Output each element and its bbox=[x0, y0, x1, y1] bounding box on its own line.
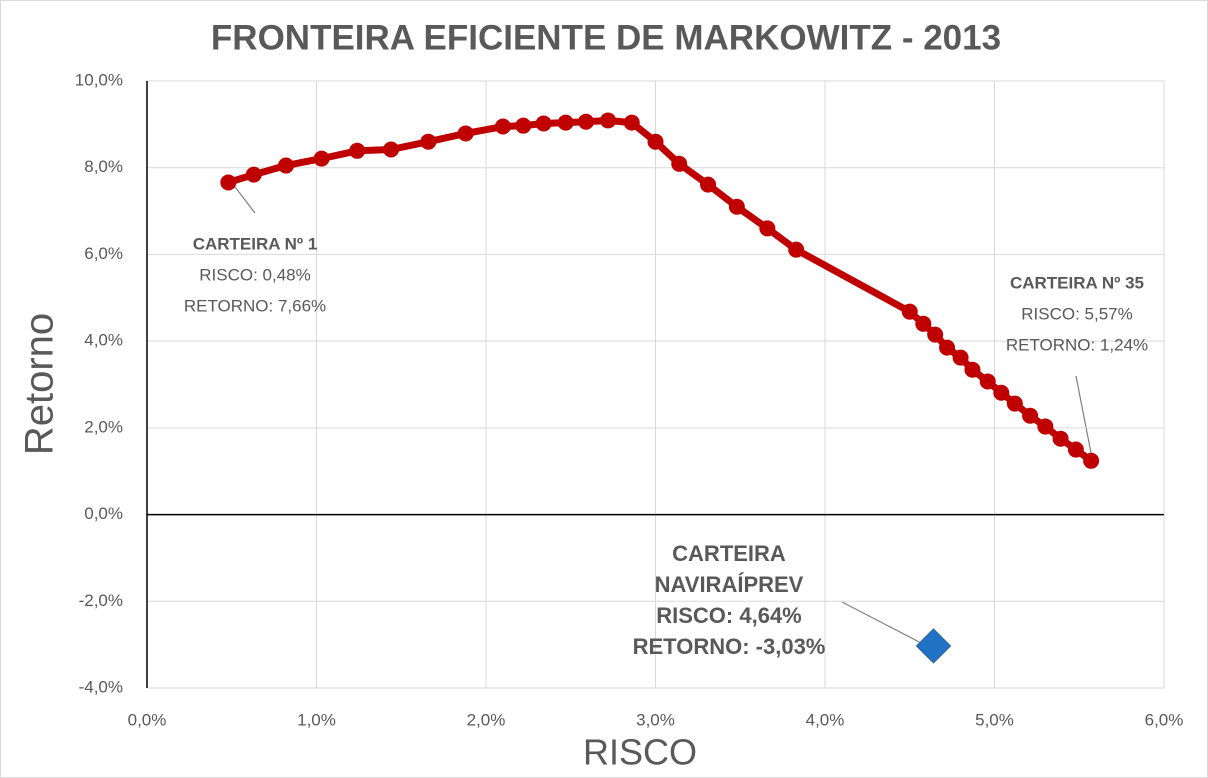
point bbox=[494, 118, 511, 135]
point bbox=[1037, 418, 1054, 435]
point bbox=[220, 174, 237, 191]
y-tick-label: 8,0% bbox=[84, 157, 123, 176]
point bbox=[700, 176, 717, 193]
annotation: NAVIRAÍPREV bbox=[655, 572, 804, 597]
x-tick-label: 2,0% bbox=[467, 710, 506, 729]
point bbox=[759, 220, 776, 237]
y-tick-label: 0,0% bbox=[84, 504, 123, 523]
x-tick-label: 1,0% bbox=[297, 710, 336, 729]
annotation: RETORNO: -3,03% bbox=[633, 634, 826, 659]
point bbox=[457, 125, 474, 142]
point bbox=[557, 114, 574, 131]
y-tick-label: 10,0% bbox=[75, 70, 123, 89]
point bbox=[915, 315, 932, 332]
point bbox=[600, 112, 617, 129]
annotation: RETORNO: 7,66% bbox=[184, 296, 326, 315]
point bbox=[927, 326, 944, 343]
y-tick-label: 4,0% bbox=[84, 331, 123, 350]
x-axis-title: RISCO bbox=[583, 732, 697, 773]
point bbox=[993, 384, 1010, 401]
point bbox=[788, 241, 805, 258]
point bbox=[964, 361, 981, 378]
annotation: RETORNO: 1,24% bbox=[1006, 335, 1148, 354]
x-tick-label: 0,0% bbox=[128, 710, 167, 729]
point bbox=[349, 142, 366, 159]
point bbox=[383, 141, 400, 158]
annotation: CARTEIRA bbox=[672, 541, 786, 566]
point bbox=[901, 303, 918, 320]
point bbox=[1006, 395, 1023, 412]
point bbox=[313, 150, 330, 167]
leader-line bbox=[231, 182, 256, 214]
point bbox=[578, 113, 595, 130]
point bbox=[277, 157, 294, 174]
x-tick-label: 3,0% bbox=[636, 710, 675, 729]
point bbox=[623, 114, 640, 131]
point bbox=[515, 117, 532, 134]
chart-title: FRONTEIRA EFICIENTE DE MARKOWITZ - 2013 bbox=[211, 18, 1001, 57]
y-tick-label: 6,0% bbox=[84, 244, 123, 263]
point bbox=[728, 198, 745, 215]
point bbox=[1022, 407, 1039, 424]
y-tick-label: -2,0% bbox=[79, 591, 123, 610]
point bbox=[1083, 452, 1100, 469]
point bbox=[1067, 441, 1084, 458]
annotation: CARTEIRA Nº 1 bbox=[193, 234, 318, 253]
point bbox=[1052, 430, 1069, 447]
y-axis-title: Retorno bbox=[18, 313, 62, 455]
annotation: RISCO: 5,57% bbox=[1021, 304, 1133, 323]
point bbox=[535, 115, 552, 132]
x-tick-label: 5,0% bbox=[975, 710, 1014, 729]
point bbox=[420, 133, 437, 150]
annotation: CARTEIRA Nº 35 bbox=[1010, 273, 1144, 292]
point bbox=[979, 373, 996, 390]
leader-line bbox=[1075, 375, 1093, 459]
y-tick-label: -4,0% bbox=[79, 677, 123, 696]
point bbox=[245, 166, 262, 183]
annotation: RISCO: 4,64% bbox=[656, 603, 802, 628]
point bbox=[952, 349, 969, 366]
x-tick-label: 6,0% bbox=[1145, 710, 1184, 729]
y-tick-label: 2,0% bbox=[84, 417, 123, 436]
leader-line bbox=[841, 601, 926, 646]
point bbox=[939, 339, 956, 356]
point bbox=[671, 155, 688, 172]
x-tick-label: 4,0% bbox=[806, 710, 845, 729]
point bbox=[915, 628, 952, 664]
point bbox=[647, 133, 664, 150]
annotation: RISCO: 0,48% bbox=[199, 265, 311, 284]
